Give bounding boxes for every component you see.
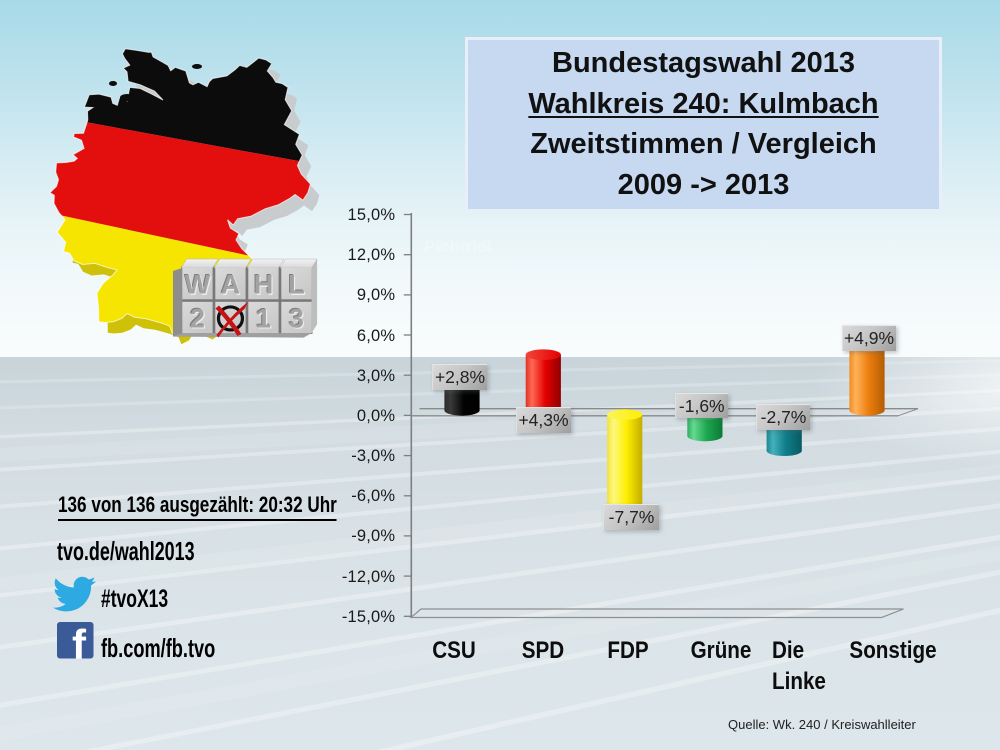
svg-text:A: A: [222, 271, 242, 301]
svg-text:f: f: [72, 621, 87, 668]
svg-text:3: 3: [288, 302, 303, 332]
svg-text:L: L: [289, 271, 306, 301]
svg-text:2: 2: [191, 305, 206, 335]
svg-text:3: 3: [289, 303, 304, 333]
svg-text:L: L: [288, 270, 305, 300]
svg-text:H: H: [253, 269, 273, 299]
svg-text:H: H: [254, 270, 274, 300]
svg-text:1: 1: [256, 303, 271, 333]
svg-text:W: W: [184, 269, 210, 299]
svg-text:3: 3: [290, 305, 305, 335]
svg-text:2: 2: [190, 303, 205, 333]
svg-text:1: 1: [255, 302, 270, 332]
svg-text:L: L: [287, 269, 304, 299]
svg-text:W: W: [186, 271, 212, 301]
svg-text:1: 1: [257, 305, 272, 335]
svg-text:H: H: [255, 271, 275, 301]
svg-text:A: A: [221, 270, 241, 300]
svg-text:W: W: [185, 270, 211, 300]
svg-text:A: A: [220, 269, 240, 299]
svg-text:2: 2: [189, 302, 204, 332]
